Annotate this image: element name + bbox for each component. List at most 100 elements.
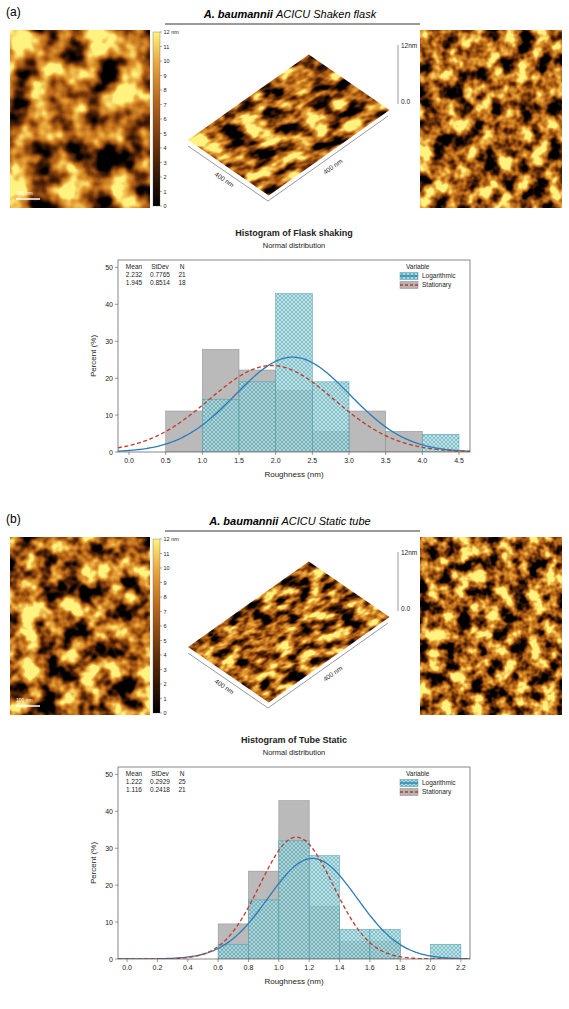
colorbar-tick-label: 8 [164,594,167,600]
colorbar-max-label: 12 nm [164,536,180,542]
y-tick-label: 30 [105,845,113,852]
histogram: Histogram of Flask shakingNormal distrib… [89,228,470,479]
legend: VariableLogarithmicStationary [400,770,456,796]
colorbar-tick [160,553,162,554]
colorbar-tick [160,698,162,699]
legend-line [400,782,418,783]
stats-mean: 2.232 [126,271,143,278]
colorbar-tick-label: 10 [164,58,170,64]
x-tick-label: 4.5 [454,457,464,464]
normal-fit-curve [118,357,470,451]
panel-head: (a)A. baumannii ACICU Shaken flask100 nm… [6,5,562,209]
legend-label: Stationary [422,788,452,796]
colorbar-tick [160,133,162,134]
colorbar-tick-label: 4 [164,145,167,151]
x-tick [239,452,240,455]
legend-swatch [400,789,418,796]
x-tick-label: 1.0 [197,457,207,464]
chart-subtitle: Normal distribution [263,241,326,250]
colorbar-tick [160,162,162,163]
x-tick [157,959,158,962]
surface-z-top: 12nm [401,549,417,556]
x-tick [309,959,310,962]
stats-header: N [180,263,185,270]
figure: (a) A. baumannii ACICU Shaken flask 100 nm… [0,0,569,1009]
y-tick-label: 10 [105,412,113,419]
y-tick-label: 50 [105,264,113,271]
panel-label: (a) [6,5,21,19]
colorbar [153,539,160,713]
colorbar-tick-label: 9 [164,73,167,79]
x-tick-label: 1.4 [335,964,345,971]
scale-bar-label: 100 nm [16,697,33,703]
y-tick [115,922,118,923]
surface-z-bottom: 0.0 [401,605,410,612]
colorbar-tick-label: 7 [164,102,167,108]
y-tick [115,811,118,812]
x-tick-label: 2.0 [426,964,436,971]
y-tick-label: 0 [109,956,113,963]
x-tick [202,452,203,455]
histogram: Histogram of Tube StaticNormal distribut… [89,735,470,986]
colorbar-tick [160,206,162,207]
x-tick [187,959,188,962]
legend-line [400,791,418,792]
colorbar-tick [160,177,162,178]
x-tick-label: 1.2 [304,964,314,971]
stats-header: Mean [126,263,143,270]
x-tick [369,959,370,962]
colorbar-tick-label: 3 [164,160,167,166]
afm-height-image [10,30,150,208]
colorbar-tick [160,582,162,583]
colorbar-tick [160,32,162,33]
y-tick [115,267,118,268]
colorbar-tick-label: 11 [164,551,170,557]
y-tick-label: 20 [105,375,113,382]
y-tick [115,304,118,305]
x-tick-label: 1.6 [365,964,375,971]
colorbar-tick [160,90,162,91]
x-tick-label: 3.0 [344,457,354,464]
surface-x-label: 400 nm [213,170,235,188]
legend-label: Logarithmic [422,779,456,787]
x-tick-label: 2.2 [456,964,466,971]
legend-swatch [400,282,418,289]
colorbar-tick [160,191,162,192]
colorbar-tick-label: 11 [164,44,170,50]
colorbar-tick [160,640,162,641]
y-tick-label: 10 [105,919,113,926]
x-tick-label: 1.0 [274,964,284,971]
x-tick [312,452,313,455]
title-underline [165,24,420,25]
stats-stdev: 0.2929 [150,778,170,785]
y-tick-label: 20 [105,882,113,889]
afm-shaded-image [420,537,562,715]
x-tick-label: 0.5 [161,457,171,464]
histogram-bar [279,801,309,959]
colorbar-tick-label: 0 [164,710,167,716]
x-tick [339,959,340,962]
histogram-bar [239,382,276,452]
x-tick [275,452,276,455]
x-axis-title: Roughness (nm) [264,470,323,479]
y-tick [115,885,118,886]
afm-3d-surface [188,55,388,195]
panel-title: A. baumannii ACICU Shaken flask [203,8,377,20]
surface-z-axis [398,552,399,611]
y-tick [115,774,118,775]
colorbar-tick [160,539,162,540]
colorbar-tick-label: 7 [164,609,167,615]
colorbar-tick [160,597,162,598]
colorbar-tick-label: 5 [164,638,167,644]
x-tick [459,452,460,455]
y-tick-label: 40 [105,808,113,815]
surface-z-top: 12nm [401,42,417,49]
panel-label: (b) [6,512,21,526]
y-tick [115,341,118,342]
stats-header: StDev [151,770,169,777]
colorbar-tick-label: 3 [164,667,167,673]
legend-label: Stationary [422,281,452,289]
legend-line [400,275,418,276]
colorbar-tick [160,148,162,149]
stats-header: N [180,770,185,777]
